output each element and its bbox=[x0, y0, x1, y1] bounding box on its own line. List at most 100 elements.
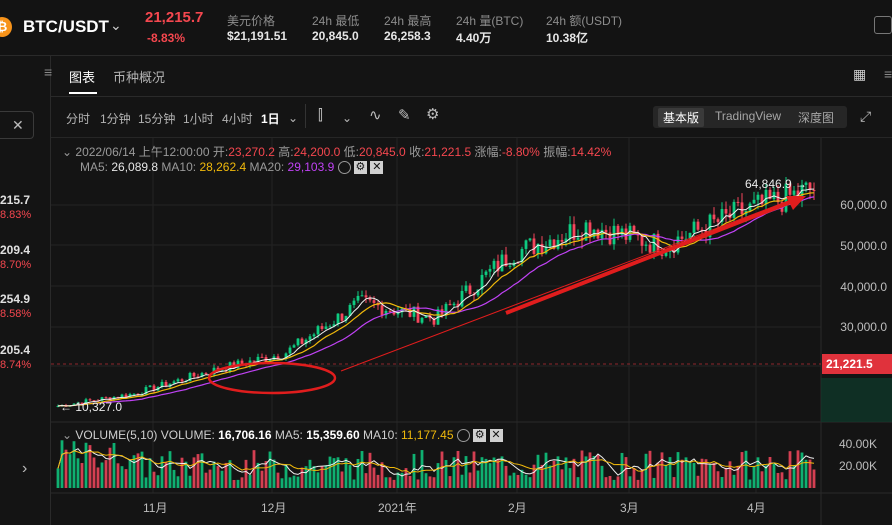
volume-bar bbox=[792, 465, 796, 488]
candle bbox=[324, 326, 328, 329]
volume-bar bbox=[84, 442, 88, 488]
candle bbox=[692, 221, 696, 233]
list-item[interactable]: 215.7 8.83% bbox=[0, 193, 50, 243]
grid-layout-icon[interactable]: ▦ bbox=[853, 66, 867, 82]
candle bbox=[284, 353, 288, 360]
stat-label: 24h 量(BTC) bbox=[456, 14, 524, 28]
stat-value: 10.38亿 bbox=[546, 31, 589, 45]
candle bbox=[148, 385, 152, 388]
menu-icon[interactable]: ≡ bbox=[44, 64, 53, 80]
volume-bar bbox=[488, 463, 492, 488]
indicator-icon[interactable]: ∿ bbox=[369, 107, 382, 124]
volume-bar bbox=[720, 477, 724, 488]
volume-bar bbox=[236, 479, 240, 488]
interval-1m[interactable]: 1分钟 bbox=[100, 112, 131, 126]
mode-tradingview[interactable]: TradingView bbox=[715, 109, 782, 123]
volume-series bbox=[56, 440, 816, 488]
draw-tool-icon[interactable]: ✎ bbox=[398, 107, 411, 124]
candle bbox=[796, 190, 800, 198]
volume-ma10-line bbox=[57, 450, 815, 474]
ma-legend: MA5: 26,089.8 MA10: 28,262.4 MA20: 29,10… bbox=[80, 160, 384, 175]
interval-15m[interactable]: 15分钟 bbox=[138, 112, 176, 126]
fullscreen-icon[interactable]: ⤢ bbox=[860, 108, 872, 124]
settings-icon[interactable]: ⚙ bbox=[473, 429, 487, 443]
candle bbox=[808, 182, 812, 190]
candle bbox=[556, 239, 560, 249]
volume-bar bbox=[784, 479, 788, 488]
candle bbox=[520, 248, 524, 263]
candlestick-icon[interactable]: ⫿ bbox=[318, 107, 323, 124]
low-marker: ← 10,327.0 bbox=[60, 400, 123, 414]
volume-bar bbox=[600, 465, 604, 488]
settings-icon[interactable]: ⚙ bbox=[426, 106, 440, 123]
candle bbox=[468, 285, 472, 294]
eye-icon[interactable] bbox=[456, 429, 470, 443]
search-input[interactable]: ✕ bbox=[0, 111, 34, 139]
close-icon[interactable]: ✕ bbox=[489, 429, 503, 443]
volume-bar bbox=[368, 452, 372, 488]
chevron-down-icon[interactable]: ⌄ bbox=[110, 17, 122, 33]
candle bbox=[296, 338, 300, 346]
candle bbox=[276, 356, 280, 360]
volume-bar bbox=[360, 451, 364, 488]
volume-bar bbox=[676, 452, 680, 488]
candle bbox=[80, 402, 84, 405]
pair-name[interactable]: BTC/USDT bbox=[23, 17, 109, 36]
volume-bar bbox=[440, 451, 444, 488]
interval-4h[interactable]: 4小时 bbox=[222, 112, 253, 126]
candle bbox=[160, 381, 164, 387]
price-chart[interactable] bbox=[51, 138, 892, 525]
current-price-tag: 21,221.5 bbox=[822, 354, 892, 374]
interval-timeline[interactable]: 分时 bbox=[66, 112, 91, 126]
volume-bar bbox=[352, 479, 356, 488]
volume-bar bbox=[408, 475, 412, 488]
volume-bar bbox=[756, 457, 760, 488]
volume-bar bbox=[208, 469, 212, 488]
volume-bar bbox=[188, 475, 192, 488]
chevron-down-icon[interactable]: ⌄ bbox=[288, 111, 299, 125]
candle bbox=[664, 251, 668, 256]
list-item[interactable]: 209.4 8.70% bbox=[0, 243, 50, 293]
mode-basic[interactable]: 基本版 bbox=[658, 108, 705, 127]
volume-bar bbox=[196, 454, 200, 488]
settings-icon[interactable]: ⚙ bbox=[353, 161, 367, 175]
candle bbox=[740, 202, 744, 215]
eye-icon[interactable] bbox=[337, 161, 351, 175]
list-item[interactable]: 254.9 8.58% bbox=[0, 292, 50, 342]
volume-bar bbox=[552, 460, 556, 488]
close-icon[interactable]: ✕ bbox=[12, 117, 24, 133]
list-item[interactable]: 205.4 8.74% bbox=[0, 343, 50, 393]
chevron-down-icon[interactable]: ⌄ bbox=[342, 111, 353, 125]
tab-chart[interactable]: 图表 bbox=[69, 70, 96, 85]
candle bbox=[424, 315, 428, 318]
menu-icon[interactable]: ≡ bbox=[884, 66, 892, 82]
volume-bar bbox=[428, 476, 432, 488]
candle bbox=[660, 254, 664, 256]
chevron-right-icon[interactable]: › bbox=[22, 460, 28, 477]
candle bbox=[552, 239, 556, 249]
volume-bar bbox=[116, 463, 120, 488]
mode-depth[interactable]: 深度图 bbox=[798, 111, 835, 125]
window-icon[interactable] bbox=[874, 16, 892, 34]
ma10-line bbox=[57, 192, 815, 407]
volume-bar bbox=[484, 458, 488, 488]
tab-coin-overview[interactable]: 币种概况 bbox=[113, 70, 166, 85]
top-header bbox=[0, 0, 892, 56]
stat-value: 26,258.3 bbox=[384, 29, 431, 43]
interval-1d[interactable]: 1日 bbox=[261, 112, 280, 126]
y-tick: 30,000.0 bbox=[840, 320, 887, 334]
vol-ma5-label: MA5: bbox=[274, 428, 303, 442]
volume-bar bbox=[448, 476, 452, 488]
close-icon[interactable]: ✕ bbox=[370, 161, 384, 175]
volume-bar bbox=[760, 471, 764, 488]
interval-1h[interactable]: 1小时 bbox=[183, 112, 214, 126]
candle bbox=[524, 240, 528, 249]
volume-bar bbox=[504, 465, 508, 488]
volume-bar bbox=[524, 474, 528, 488]
candle bbox=[700, 229, 704, 231]
candle bbox=[332, 324, 336, 327]
volume-bar bbox=[476, 470, 480, 488]
candle bbox=[732, 201, 736, 218]
candle bbox=[360, 295, 364, 297]
candle bbox=[792, 190, 796, 195]
